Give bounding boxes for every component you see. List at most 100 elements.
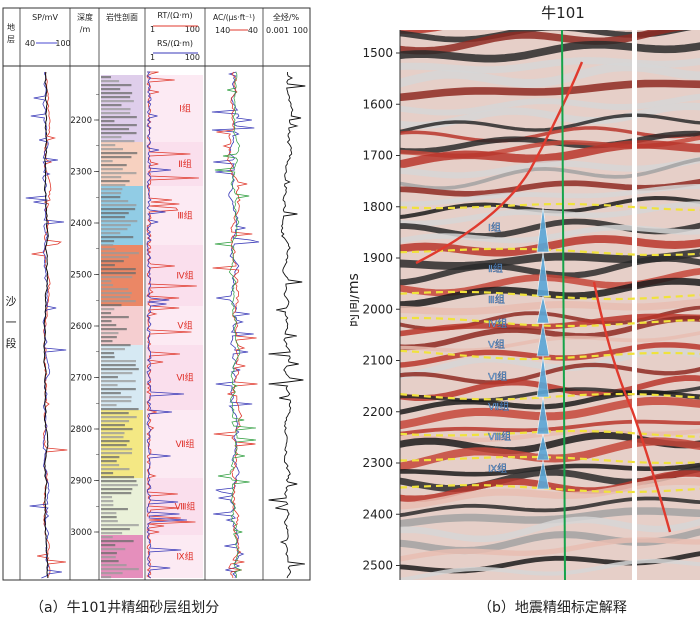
lith-bed xyxy=(101,76,112,79)
time-tick-1500: 1500 xyxy=(362,46,393,60)
lith-bed xyxy=(101,444,127,447)
lith-bed xyxy=(101,556,116,559)
time-tick-1900: 1900 xyxy=(362,251,393,265)
sp-curve-black xyxy=(43,71,49,579)
time-tick-2400: 2400 xyxy=(362,507,393,521)
seismic-reflector xyxy=(400,62,700,88)
lith-bed xyxy=(101,268,136,271)
lith-bed xyxy=(101,240,115,243)
lith-bed xyxy=(101,440,130,443)
lith-bed xyxy=(101,484,138,487)
seismic-reflector xyxy=(400,255,700,286)
stratum-label-char-3: 段 xyxy=(6,336,17,350)
lith-bed xyxy=(101,560,119,563)
lith-bed xyxy=(101,88,121,91)
lith-bed xyxy=(101,488,133,491)
header-rt-min: 1 xyxy=(150,25,155,34)
group-label-6: Ⅵ组 xyxy=(176,372,193,384)
lith-bed xyxy=(101,508,128,511)
lith-bed xyxy=(101,184,126,187)
lith-bed xyxy=(101,420,130,423)
lith-bed xyxy=(101,224,131,227)
lith-bed xyxy=(101,256,129,259)
lith-bed xyxy=(101,344,131,347)
stratum-label-char-1: 沙 xyxy=(6,295,17,308)
ac-curve-green xyxy=(214,71,257,579)
lith-bed xyxy=(101,80,120,83)
header-depth-unit: /m xyxy=(80,25,91,34)
lith-bed xyxy=(101,380,136,383)
seismic-trace-gap xyxy=(632,30,637,580)
horizon-6 xyxy=(400,392,700,401)
lith-bed xyxy=(101,328,127,331)
seismic-reflector xyxy=(400,396,700,430)
header-qj-max: 100 xyxy=(293,26,308,35)
horizon-7 xyxy=(400,429,700,438)
lith-bed xyxy=(101,496,113,499)
lith-bed xyxy=(101,516,117,519)
seismic-reflector xyxy=(400,57,700,74)
lith-bed xyxy=(101,468,130,471)
seismic-reflector xyxy=(400,462,700,477)
ac-curve-red xyxy=(212,71,258,579)
lith-bed xyxy=(101,528,130,531)
lith-bed xyxy=(101,176,122,179)
lith-bed xyxy=(101,424,125,427)
lith-bed xyxy=(101,404,117,407)
caption-b: （b）地震精细标定解释 xyxy=(478,600,627,616)
header-ac-min: 140 xyxy=(215,26,230,35)
seismic-reflector xyxy=(400,140,700,169)
lith-bed xyxy=(101,532,123,535)
group-label-4: Ⅳ组 xyxy=(176,270,193,282)
time-tick-2200: 2200 xyxy=(362,405,393,419)
depth-tick-2300: 2300 xyxy=(70,168,92,178)
lith-bed xyxy=(101,120,115,123)
lith-bed xyxy=(101,492,132,495)
lith-bed xyxy=(101,276,133,279)
lith-bed xyxy=(101,228,128,231)
lith-bed xyxy=(101,536,113,539)
lith-bed xyxy=(101,156,132,159)
lith-bed xyxy=(101,480,137,483)
depth-tick-2900: 2900 xyxy=(70,477,92,487)
seismic-reflector xyxy=(400,93,700,116)
lith-bed xyxy=(101,140,135,143)
header-sp-min: 40 xyxy=(25,39,35,48)
lith-bed xyxy=(101,260,124,263)
lith-bed xyxy=(101,288,129,291)
time-tick-2100: 2100 xyxy=(362,354,393,368)
header-rt-max: 100 xyxy=(185,25,200,34)
horizon-2 xyxy=(400,247,700,257)
time-tick-1600: 1600 xyxy=(362,97,393,111)
group-label-5: Ⅴ组 xyxy=(177,320,192,332)
seismic-group-label-1: Ⅰ组 xyxy=(488,221,501,234)
group-label-9: Ⅸ组 xyxy=(176,551,193,563)
lith-bed xyxy=(101,212,129,215)
lith-bed xyxy=(101,448,133,451)
time-tick-2300: 2300 xyxy=(362,456,393,470)
lith-bed xyxy=(101,572,123,575)
group-label-7: Ⅶ组 xyxy=(175,438,194,450)
well-name-label: 牛101 xyxy=(541,4,585,22)
lith-bed xyxy=(101,180,130,183)
header-sp-max: 100 xyxy=(55,39,70,48)
group-label-2: Ⅱ组 xyxy=(178,158,191,170)
lith-bed xyxy=(101,112,131,115)
depth-tick-2200: 2200 xyxy=(70,116,92,126)
seismic-group-label-8: Ⅷ组 xyxy=(488,430,511,443)
lith-bed xyxy=(101,452,133,455)
rs-curve xyxy=(146,71,188,579)
stratum-label-char-2: 一 xyxy=(6,316,17,329)
lith-bed xyxy=(101,500,114,503)
lith-bed xyxy=(101,200,129,203)
lith-bed xyxy=(101,108,131,111)
lith-bed xyxy=(101,340,113,343)
horizon-5 xyxy=(400,349,700,361)
lith-bed xyxy=(101,392,121,395)
lith-bed xyxy=(101,372,133,375)
lith-bed xyxy=(101,384,118,387)
lith-bed xyxy=(101,476,135,479)
seismic-reflector xyxy=(400,375,700,401)
lith-bed xyxy=(101,152,138,155)
lith-bed xyxy=(101,144,116,147)
